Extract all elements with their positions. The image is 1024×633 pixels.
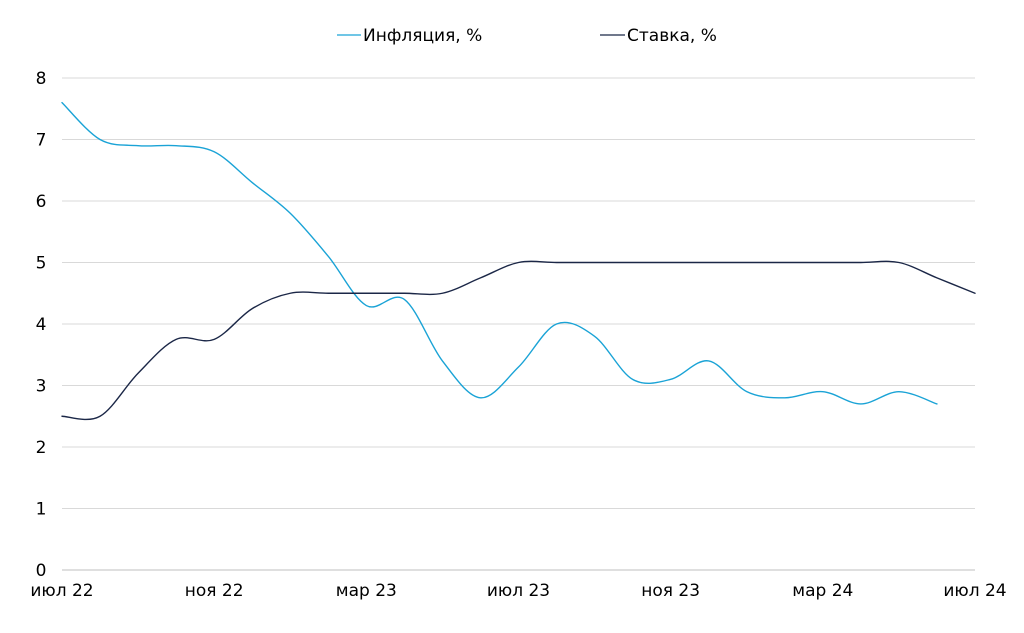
y-tick-label: 5 [36,254,47,274]
x-axis-ticks: июл 22 ноя 22 мар 23 июл 23 ноя 23 мар 24 июл … [30,581,1006,601]
x-tick-label: июл 22 [30,581,93,601]
legend-label-inflation: Инфляция, % [363,26,482,46]
x-tick-label: мар 23 [336,581,397,601]
y-tick-label: 8 [36,69,47,89]
y-tick-label: 0 [36,561,47,581]
y-tick-label: 7 [36,131,47,151]
y-axis-ticks: 0 1 2 3 4 5 6 7 8 [36,69,47,581]
x-tick-label: мар 24 [792,581,853,601]
legend-label-rate: Ставка, % [627,26,717,46]
rate-line [61,260,976,421]
x-tick-label: ноя 22 [185,581,244,601]
y-tick-label: 6 [36,192,47,212]
x-tick-label: ноя 23 [641,581,700,601]
series-lines [61,101,976,421]
inflation-line [61,101,938,405]
y-tick-label: 2 [36,438,47,458]
x-tick-label: июл 23 [487,581,550,601]
gridlines [62,77,975,571]
legend: Инфляция, % Ставка, % [337,26,717,46]
y-tick-label: 4 [36,315,47,335]
y-tick-label: 3 [36,377,47,397]
y-tick-label: 1 [36,500,47,520]
x-tick-label: июл 24 [943,581,1006,601]
